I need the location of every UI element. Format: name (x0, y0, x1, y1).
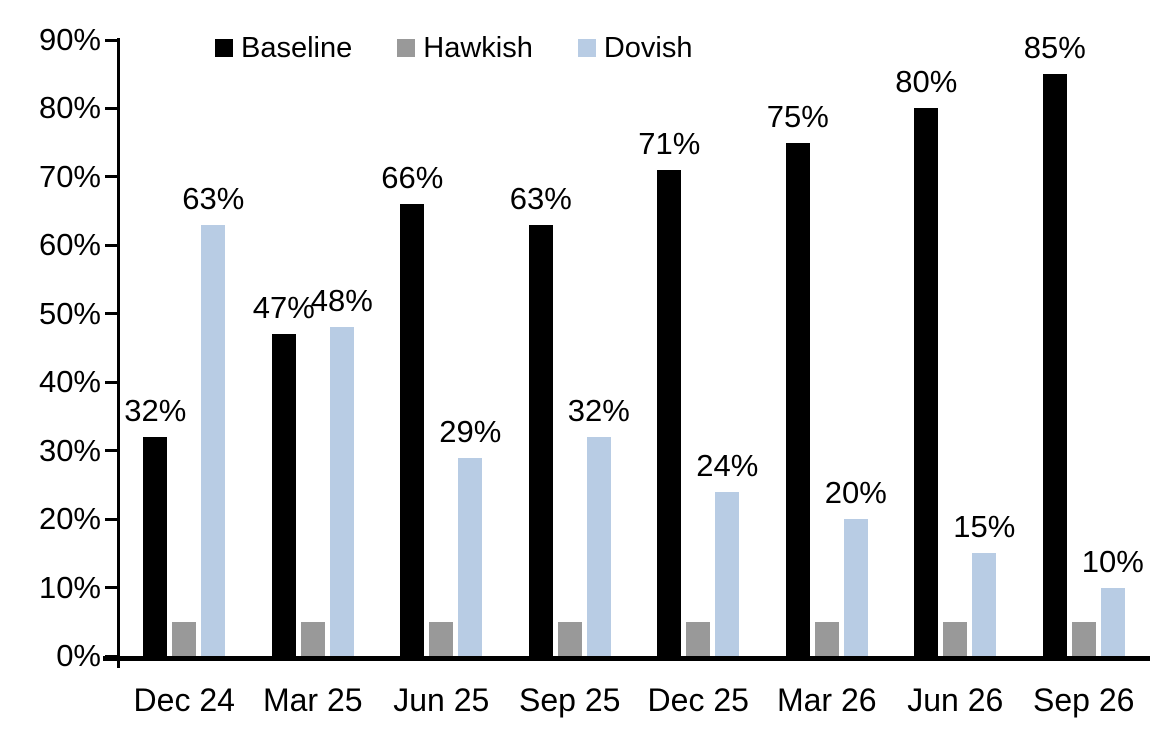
bar-hawkish-mar-25 (300, 622, 325, 656)
data-label-dovish-dec-25: 24% (696, 448, 759, 483)
bar-baseline-mar-25 (271, 334, 296, 656)
bar-dovish-sep-25 (586, 437, 611, 656)
y-tick-label: 20% (38, 501, 101, 537)
x-tick-label: Dec 25 (647, 682, 749, 718)
y-tick-mark (105, 449, 118, 453)
data-label-baseline-jun-25: 66% (381, 160, 444, 195)
bar-dovish-sep-26 (1100, 588, 1125, 656)
bar-baseline-mar-26 (785, 143, 810, 656)
bar-dovish-dec-24 (201, 225, 226, 656)
y-tick-mark (105, 38, 118, 42)
x-tick-label: Mar 26 (776, 682, 877, 718)
data-label-dovish-sep-25: 32% (567, 393, 630, 428)
bar-baseline-jun-26 (914, 108, 939, 656)
legend-swatch-baseline (215, 39, 233, 57)
y-tick-label: 10% (38, 569, 101, 605)
bar-dovish-dec-25 (715, 492, 740, 656)
legend-label-baseline: Baseline (241, 32, 353, 64)
x-tick-label: Dec 24 (133, 682, 235, 718)
legend-swatch-hawkish (397, 39, 416, 57)
y-tick-label: 40% (38, 364, 101, 400)
legend-item-hawkish: Hawkish (397, 32, 533, 64)
legend-item-baseline: Baseline (215, 32, 352, 64)
data-label-baseline-dec-24: 32% (124, 393, 187, 428)
data-label-dovish-mar-25: 48% (310, 283, 373, 318)
y-tick-label: 0% (56, 638, 101, 673)
y-tick-label: 70% (38, 158, 101, 194)
bar-baseline-sep-26 (1042, 74, 1067, 656)
data-label-baseline-mar-25: 47% (252, 290, 315, 325)
legend: Baseline Hawkish Dovish (215, 32, 693, 64)
y-tick-label: 60% (38, 227, 101, 263)
bar-hawkish-sep-25 (557, 622, 582, 656)
bar-hawkish-jun-25 (429, 622, 454, 656)
bar-baseline-jun-25 (400, 204, 425, 656)
y-tick-label: 30% (38, 432, 101, 468)
data-label-baseline-dec-25: 71% (638, 126, 701, 161)
x-tick-label: Jun 25 (393, 682, 490, 718)
data-label-dovish-sep-26: 10% (1081, 544, 1144, 579)
y-tick-mark (105, 312, 118, 316)
bar-dovish-mar-26 (843, 519, 868, 656)
data-label-baseline-jun-26: 80% (895, 64, 958, 99)
bar-dovish-jun-25 (458, 458, 483, 656)
bar-hawkish-dec-25 (686, 622, 711, 656)
y-axis-line (117, 38, 120, 668)
plot-area: 32% 63% 47% 48% 66% 29% 63% 32% 71% 24% 75% 20% 80% 1… (120, 31, 1148, 656)
y-tick-mark (105, 380, 118, 384)
x-tick-label: Jun 26 (907, 682, 1004, 718)
legend-swatch-dovish (577, 39, 596, 57)
x-tick-label: Mar 25 (262, 682, 363, 718)
legend-label-hawkish: Hawkish (423, 32, 533, 64)
bar-baseline-dec-25 (657, 170, 682, 656)
bar-hawkish-sep-26 (1071, 622, 1096, 656)
bar-baseline-sep-25 (528, 225, 553, 656)
y-tick-label: 90% (38, 22, 101, 57)
data-label-dovish-jun-25: 29% (439, 414, 502, 449)
bar-hawkish-dec-24 (172, 622, 197, 656)
y-tick-mark (105, 654, 118, 658)
y-tick-mark (105, 175, 118, 179)
legend-label-dovish: Dovish (603, 32, 693, 64)
y-tick-mark (105, 586, 118, 590)
y-tick-mark (105, 106, 118, 110)
x-tick-label: Sep 25 (519, 682, 621, 718)
data-label-dovish-dec-24: 63% (182, 181, 245, 216)
x-tick-label: Sep 26 (1033, 682, 1135, 718)
bar-baseline-dec-24 (143, 437, 168, 656)
bar-hawkish-mar-26 (814, 622, 839, 656)
y-tick-label: 50% (38, 295, 101, 331)
y-tick-mark (105, 243, 118, 247)
data-label-baseline-mar-26: 75% (766, 99, 829, 134)
data-label-baseline-sep-25: 63% (509, 181, 572, 216)
bar-dovish-mar-25 (329, 327, 354, 656)
y-tick-mark (105, 517, 118, 521)
data-label-dovish-mar-26: 20% (824, 475, 887, 510)
bar-hawkish-jun-26 (943, 622, 968, 656)
legend-item-dovish: Dovish (577, 32, 693, 64)
x-axis-line (103, 656, 1150, 661)
data-label-baseline-sep-26: 85% (1023, 30, 1086, 65)
data-label-dovish-jun-26: 15% (953, 509, 1016, 544)
y-tick-label: 80% (38, 90, 101, 126)
bar-dovish-jun-26 (972, 553, 997, 656)
